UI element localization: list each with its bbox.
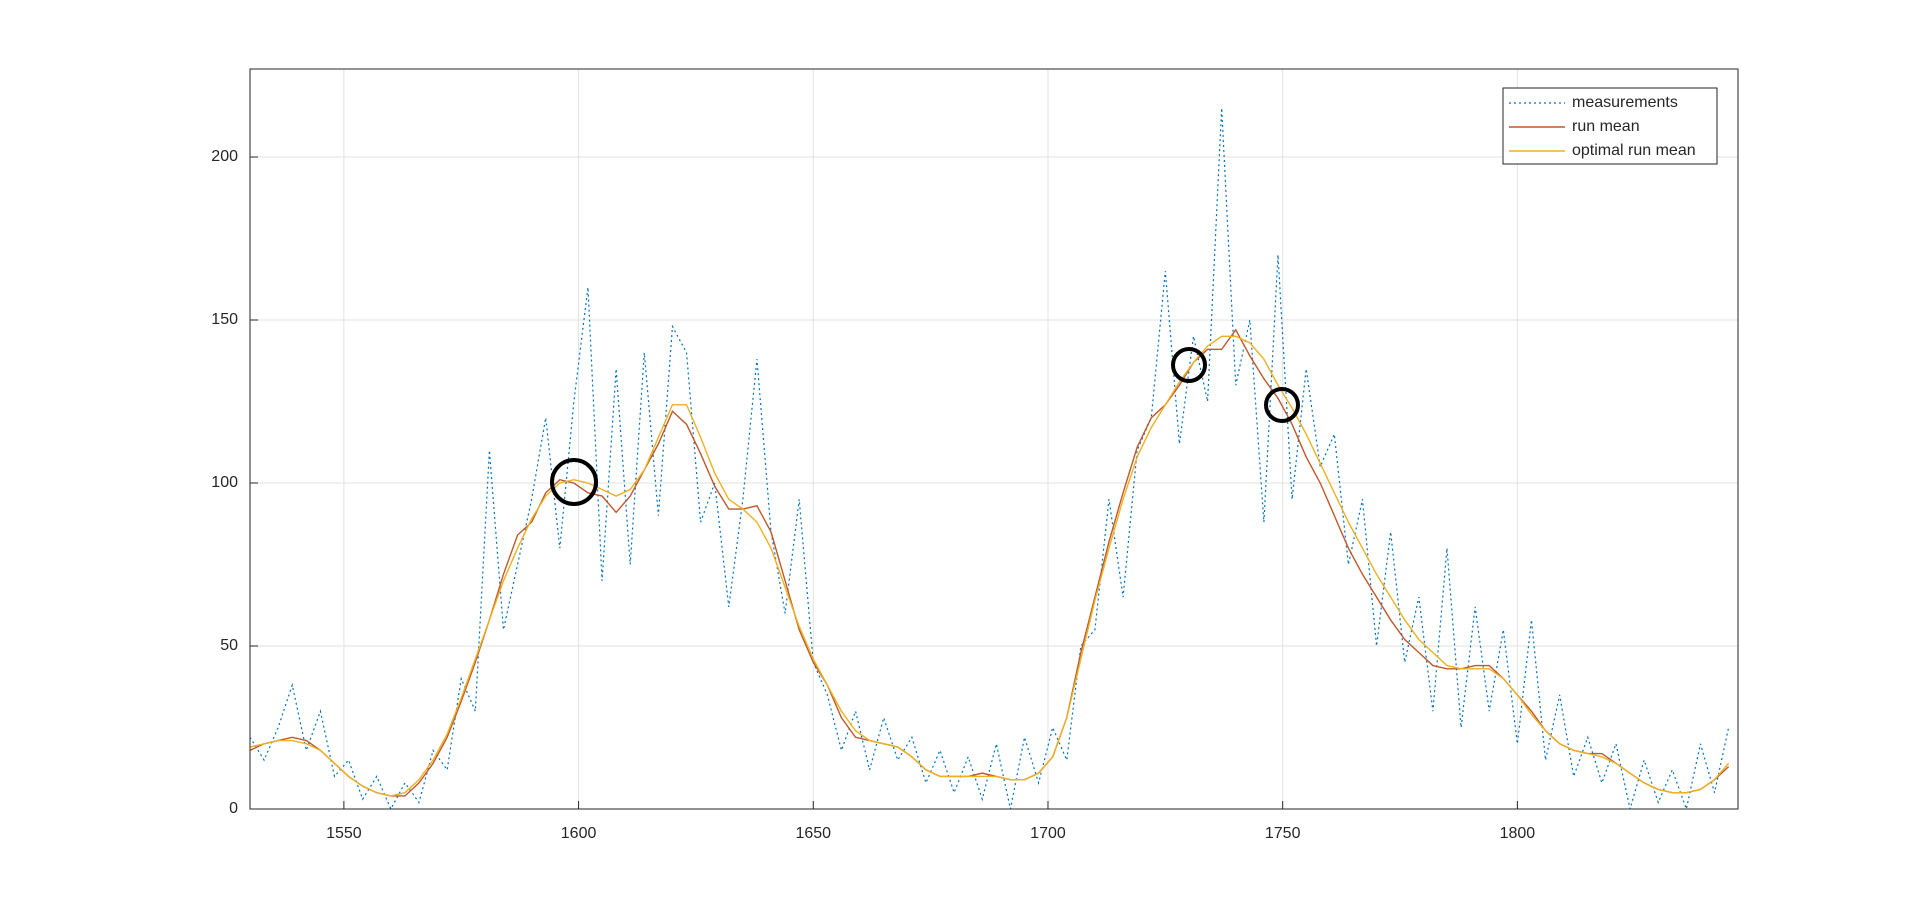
highlight-circle (550, 458, 598, 506)
y-tick-label: 50 (220, 637, 238, 654)
legend: measurements run mean optimal run mean (1502, 87, 1718, 165)
y-tick-label: 200 (211, 148, 238, 165)
series-line (249, 108, 1730, 812)
x-tick-label: 1600 (561, 825, 597, 842)
legend-label: run mean (1572, 118, 1640, 135)
highlight-circle (1171, 347, 1207, 383)
grid (250, 69, 1738, 810)
series-line (249, 328, 1730, 797)
plot-area (249, 108, 1730, 812)
axes-box (249, 68, 1739, 810)
series-line (249, 335, 1730, 797)
x-tick-label: 1650 (795, 825, 831, 842)
legend-label: optimal run mean (1572, 142, 1696, 159)
highlight-circle (1264, 387, 1300, 423)
y-tick-label: 100 (211, 474, 238, 491)
y-tick-label: 0 (229, 800, 238, 817)
legend-label: measurements (1572, 94, 1678, 111)
annotations (550, 347, 1300, 506)
y-tick-label: 150 (211, 311, 238, 328)
x-tick-label: 1700 (1030, 825, 1066, 842)
x-tick-label: 1800 (1500, 825, 1536, 842)
x-tick-label: 1550 (326, 825, 362, 842)
x-tick-label: 1750 (1265, 825, 1301, 842)
